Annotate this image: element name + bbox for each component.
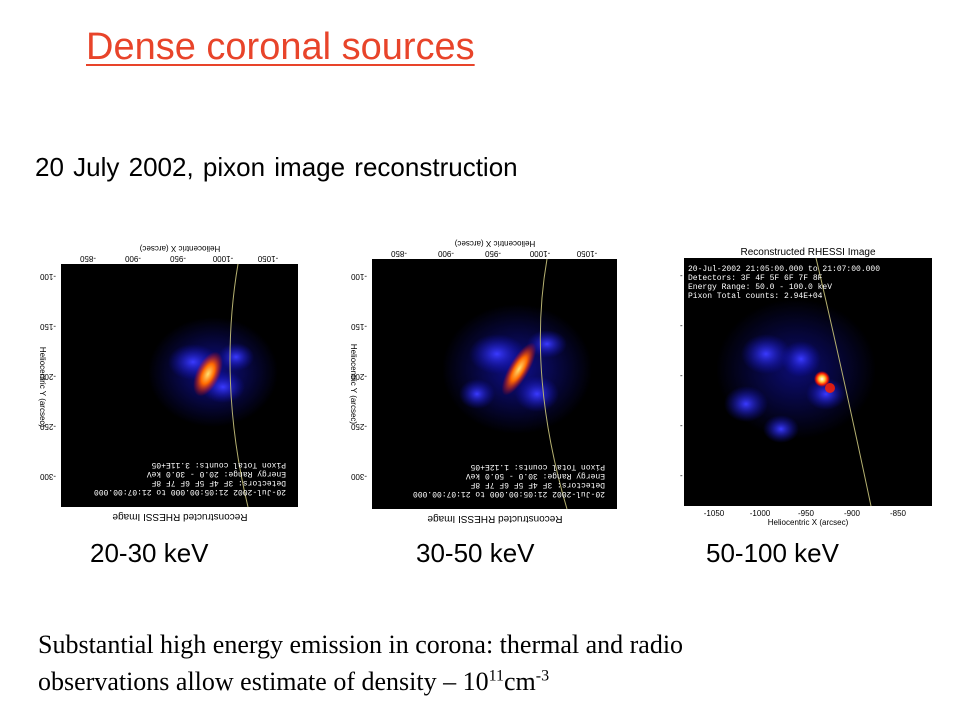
svg-text:-100: -100 bbox=[39, 272, 56, 281]
svg-text:-150: -150 bbox=[350, 322, 367, 331]
info-counts: Pixon Total counts: 2.94E+04 bbox=[688, 292, 823, 301]
x-axis-label: Heliocentric X (arcsec) bbox=[768, 518, 849, 527]
rhessi-image-50-100kev: Reconstructed RHESSI Image 20-Jul-2002 2… bbox=[676, 244, 940, 528]
body-text: Substantial high energy emission in coro… bbox=[38, 626, 938, 700]
svg-text:Heliocentric Y (arcsec): Heliocentric Y (arcsec) bbox=[349, 344, 358, 425]
rhessi-image-30-50kev: 20-Jul-2002 21:05:00.000 to 21:07:00.000… bbox=[342, 236, 627, 524]
svg-text:-850: -850 bbox=[79, 254, 96, 263]
x-tick: -900 bbox=[844, 509, 861, 518]
svg-text:Reconstructed RHESSI Image: Reconstructed RHESSI Image bbox=[112, 511, 247, 522]
x-tick: -1050 bbox=[704, 509, 725, 518]
unit-exponent: -3 bbox=[535, 667, 550, 685]
svg-text:Pixon Total counts: 3.11E+0: Pixon Total counts: 3.11E+05 bbox=[151, 460, 286, 469]
svg-text:-250: -250 bbox=[39, 422, 56, 431]
density-exponent: 11 bbox=[488, 667, 504, 685]
x-tick: -1000 bbox=[750, 509, 771, 518]
info-energy-range: Energy Range: 50.0 - 100.0 keV bbox=[688, 283, 832, 292]
rhessi-image-20-30kev: 20-Jul-2002 21:05:00.000 to 21:07:00.000… bbox=[30, 240, 308, 522]
energy-label-2: 30-50 keV bbox=[416, 538, 535, 568]
density-unit: cm bbox=[504, 667, 536, 696]
info-detectors: Detectors: 3F 4F 5F 6F 7F 8F bbox=[688, 274, 823, 283]
svg-text:-: - bbox=[680, 471, 683, 480]
svg-text:-1000: -1000 bbox=[212, 254, 233, 263]
svg-text:-: - bbox=[680, 421, 683, 430]
svg-text:-250: -250 bbox=[350, 422, 367, 431]
svg-text:Energy Range: 30.0 - 50.0 keV: Energy Range: 30.0 - 50.0 keV bbox=[466, 471, 605, 480]
svg-text:20-Jul-2002 21:05:00.000 to 21: 20-Jul-2002 21:05:00.000 to 21:07:00.000 bbox=[413, 489, 605, 498]
svg-text:Detectors: 3F 4F 5F 6F 7F 8F: Detectors: 3F 4F 5F 6F 7F 8F bbox=[470, 480, 605, 489]
body-line-1: Substantial high energy emission in coro… bbox=[38, 630, 684, 659]
x-tick: -950 bbox=[798, 509, 815, 518]
svg-text:-150: -150 bbox=[39, 322, 56, 331]
svg-text:-1000: -1000 bbox=[529, 249, 550, 258]
svg-text:-300: -300 bbox=[39, 472, 56, 481]
svg-text:-950: -950 bbox=[169, 254, 186, 263]
info-time: 20-Jul-2002 21:05:00.000 to 21:07:00.000 bbox=[688, 265, 880, 274]
svg-text:-100: -100 bbox=[350, 272, 367, 281]
svg-text:-1050: -1050 bbox=[257, 254, 278, 263]
svg-text:Heliocentric X (arcsec): Heliocentric X (arcsec) bbox=[454, 239, 535, 248]
svg-text:-200: -200 bbox=[350, 372, 367, 381]
svg-text:Pixon Total counts: 1.12E+0: Pixon Total counts: 1.12E+05 bbox=[470, 462, 605, 471]
body-line-2-text: observations allow estimate of density –… bbox=[38, 667, 489, 696]
svg-text:-1050: -1050 bbox=[576, 249, 597, 258]
x-tick: -850 bbox=[890, 509, 907, 518]
svg-text:-900: -900 bbox=[124, 254, 141, 263]
svg-text:-: - bbox=[680, 321, 683, 330]
svg-text:Heliocentric X (arcsec): Heliocentric X (arcsec) bbox=[139, 244, 220, 253]
svg-text:-: - bbox=[680, 371, 683, 380]
svg-text:20-Jul-2002 21:05:00.000 to 21: 20-Jul-2002 21:05:00.000 to 21:07:00.000 bbox=[94, 487, 286, 496]
svg-text:-900: -900 bbox=[437, 249, 454, 258]
svg-text:Detectors: 3F 4F 5F 6F 7F 8F: Detectors: 3F 4F 5F 6F 7F 8F bbox=[151, 478, 286, 487]
slide-subtitle: 20 July 2002, pixon image reconstruction bbox=[35, 152, 518, 182]
body-line-2: observations allow estimate of density –… bbox=[38, 663, 938, 700]
svg-text:-300: -300 bbox=[350, 472, 367, 481]
plot-title: Reconstructed RHESSI Image bbox=[740, 247, 875, 258]
svg-text:Heliocentric Y (arcsec): Heliocentric Y (arcsec) bbox=[38, 347, 47, 428]
energy-label-3: 50-100 keV bbox=[706, 538, 839, 568]
energy-label-1: 20-30 keV bbox=[90, 538, 209, 568]
slide-title: Dense coronal sources bbox=[86, 26, 475, 68]
svg-text:-: - bbox=[680, 271, 683, 280]
svg-text:Energy Range: 20.0 - 30.0 keV: Energy Range: 20.0 - 30.0 keV bbox=[147, 469, 286, 478]
svg-text:-950: -950 bbox=[484, 249, 501, 258]
svg-text:-200: -200 bbox=[39, 372, 56, 381]
svg-text:Reconstructed RHESSI Image: Reconstructed RHESSI Image bbox=[427, 513, 562, 524]
svg-text:-850: -850 bbox=[390, 249, 407, 258]
